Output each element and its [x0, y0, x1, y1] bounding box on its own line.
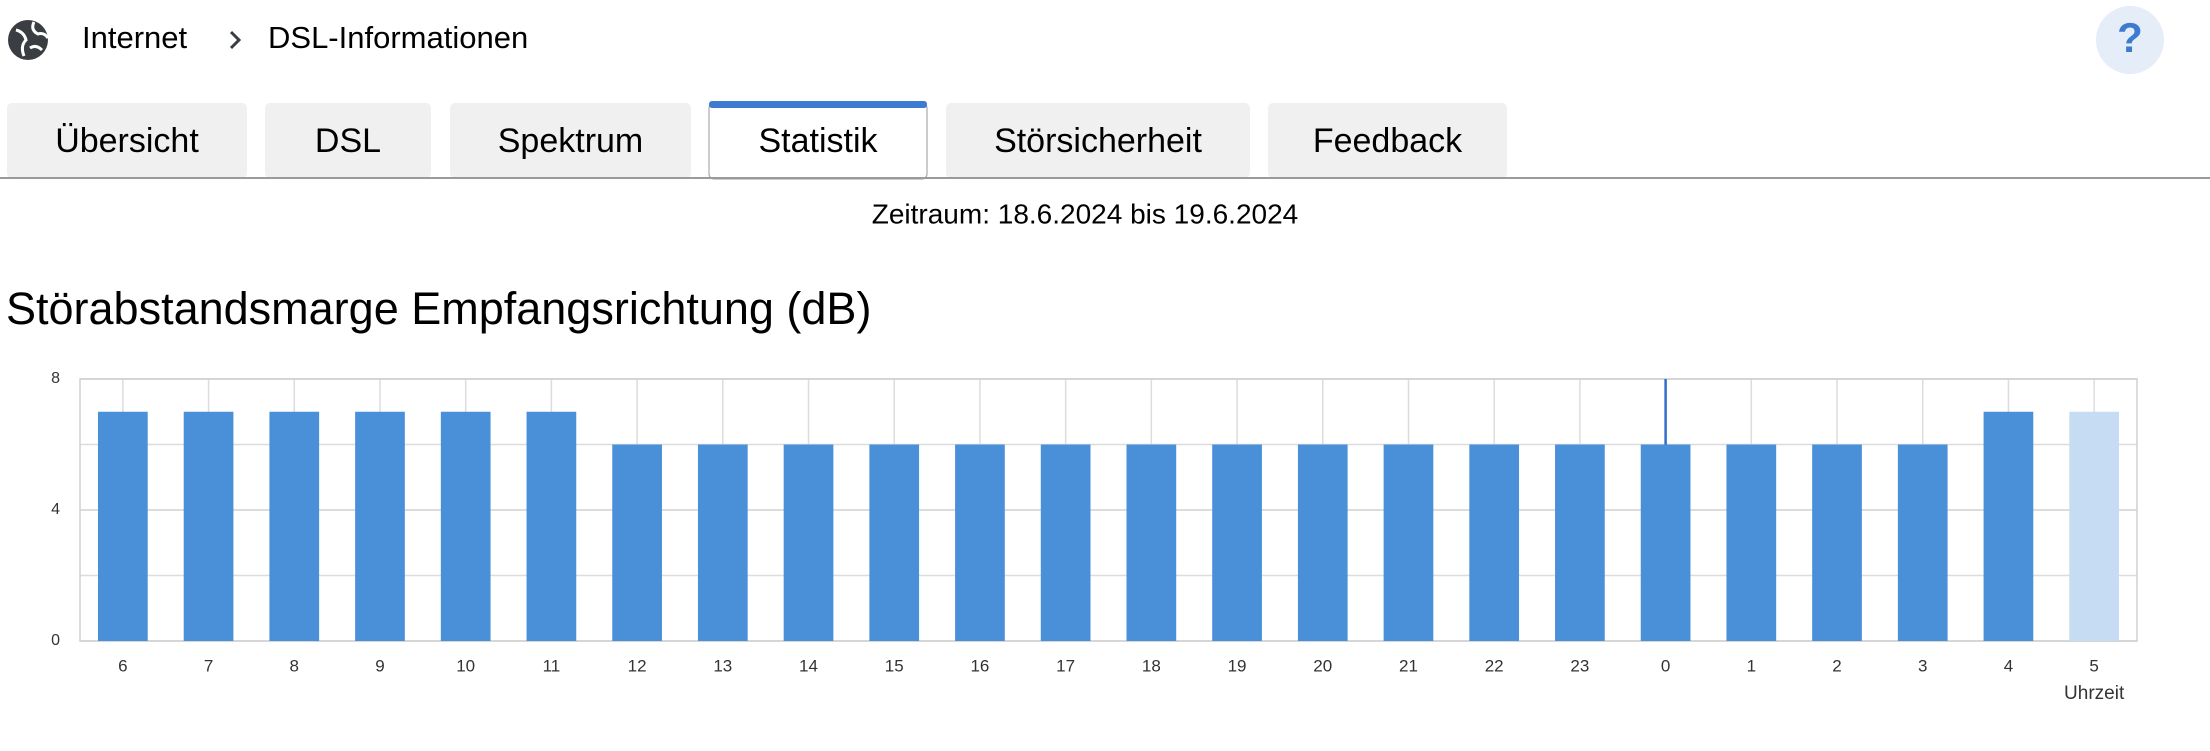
x-tick-label: 1: [1747, 656, 1756, 675]
tab[interactable]: [1268, 103, 1507, 178]
bar: [2069, 411, 2120, 641]
tab[interactable]: [946, 103, 1250, 178]
x-tick-label: 13: [713, 656, 732, 675]
bar: [1040, 444, 1091, 641]
x-tick-label: 9: [375, 656, 384, 675]
x-tick-label: 15: [885, 656, 904, 675]
bar: [1812, 444, 1862, 641]
bar: [526, 411, 577, 641]
bar: [1469, 444, 1520, 641]
x-axis-label: Uhrzeit: [2064, 683, 2125, 704]
x-tick-label: 14: [799, 656, 818, 675]
chart-title: Störabstandsmarge Empfangsrichtung (dB): [6, 283, 871, 334]
period: Zeitraum: 18.6.2024 bis 19.6.2024: [872, 198, 1299, 229]
x-tick-label: 18: [1142, 656, 1161, 675]
tab[interactable]: [7, 103, 247, 178]
y-tick-label: 8: [51, 370, 60, 387]
bar: [955, 444, 1005, 641]
tab-label[interactable]: Feedback: [1313, 122, 1463, 160]
x-tick-label: 16: [970, 656, 989, 675]
tab[interactable]: [265, 103, 431, 178]
tab-label[interactable]: Spektrum: [498, 122, 644, 160]
bar: [697, 444, 748, 641]
help-button[interactable]: [2096, 6, 2164, 74]
x-tick-label: 5: [2089, 656, 2098, 675]
tab-label[interactable]: DSL: [315, 122, 381, 160]
breadcrumb[interactable]: Internet: [82, 20, 188, 55]
x-tick-label: 17: [1056, 656, 1075, 675]
x-tick-label: 12: [628, 656, 647, 675]
x-tick-label: 7: [204, 656, 213, 675]
tab-label[interactable]: Übersicht: [55, 122, 199, 160]
x-tick-label: 4: [2004, 656, 2013, 675]
bar: [1126, 444, 1177, 641]
plot-border: [79, 378, 2138, 642]
bar: [612, 444, 662, 641]
tab-indicator: [709, 101, 927, 108]
bar: [97, 411, 148, 641]
x-tick-label: 3: [1918, 656, 1927, 675]
bar: [1983, 411, 2034, 641]
bar: [1212, 444, 1262, 641]
breadcrumb: DSL-Informationen: [268, 20, 528, 55]
x-tick-label: 11: [543, 656, 561, 675]
x-tick-label: 23: [1570, 656, 1589, 675]
x-tick-label: 10: [456, 656, 475, 675]
x-tick-label: 20: [1313, 656, 1332, 675]
bar: [269, 411, 320, 641]
bar: [783, 444, 834, 641]
help-icon[interactable]: ?: [2117, 14, 2143, 61]
bar: [1726, 444, 1777, 641]
x-tick-label: 0: [1661, 656, 1670, 675]
x-tick-label: 19: [1228, 656, 1247, 675]
y-tick-label: 0: [51, 632, 60, 649]
bar: [183, 411, 234, 641]
tab-label[interactable]: Statistik: [758, 122, 878, 160]
tabs: Übersicht DSL Spektrum Statistik Störsicherh…: [7, 101, 1507, 180]
x-tick-label: 6: [118, 656, 127, 675]
tab-label[interactable]: Störsicherheit: [994, 122, 1202, 160]
bar: [1640, 444, 1691, 641]
tab[interactable]: [450, 103, 691, 178]
bar: [440, 411, 491, 641]
y-tick-label: 4: [51, 501, 60, 518]
bar: [1383, 444, 1434, 641]
bar: [1555, 444, 1605, 641]
bar: [1297, 444, 1348, 641]
x-tick-label: 21: [1399, 656, 1418, 675]
x-tick-label: 8: [290, 656, 299, 675]
bar: [1897, 444, 1948, 641]
x-tick-label: 22: [1485, 656, 1504, 675]
bar: [355, 411, 405, 641]
globe-icon: [8, 20, 50, 60]
bar: [869, 444, 920, 641]
x-tick-label: 2: [1832, 656, 1841, 675]
chevron: [229, 30, 242, 50]
